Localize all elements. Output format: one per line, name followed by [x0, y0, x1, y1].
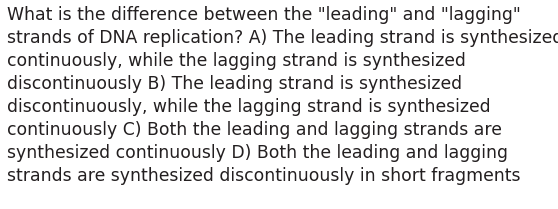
- Text: What is the difference between the "leading" and "lagging"
strands of DNA replic: What is the difference between the "lead…: [7, 6, 558, 185]
